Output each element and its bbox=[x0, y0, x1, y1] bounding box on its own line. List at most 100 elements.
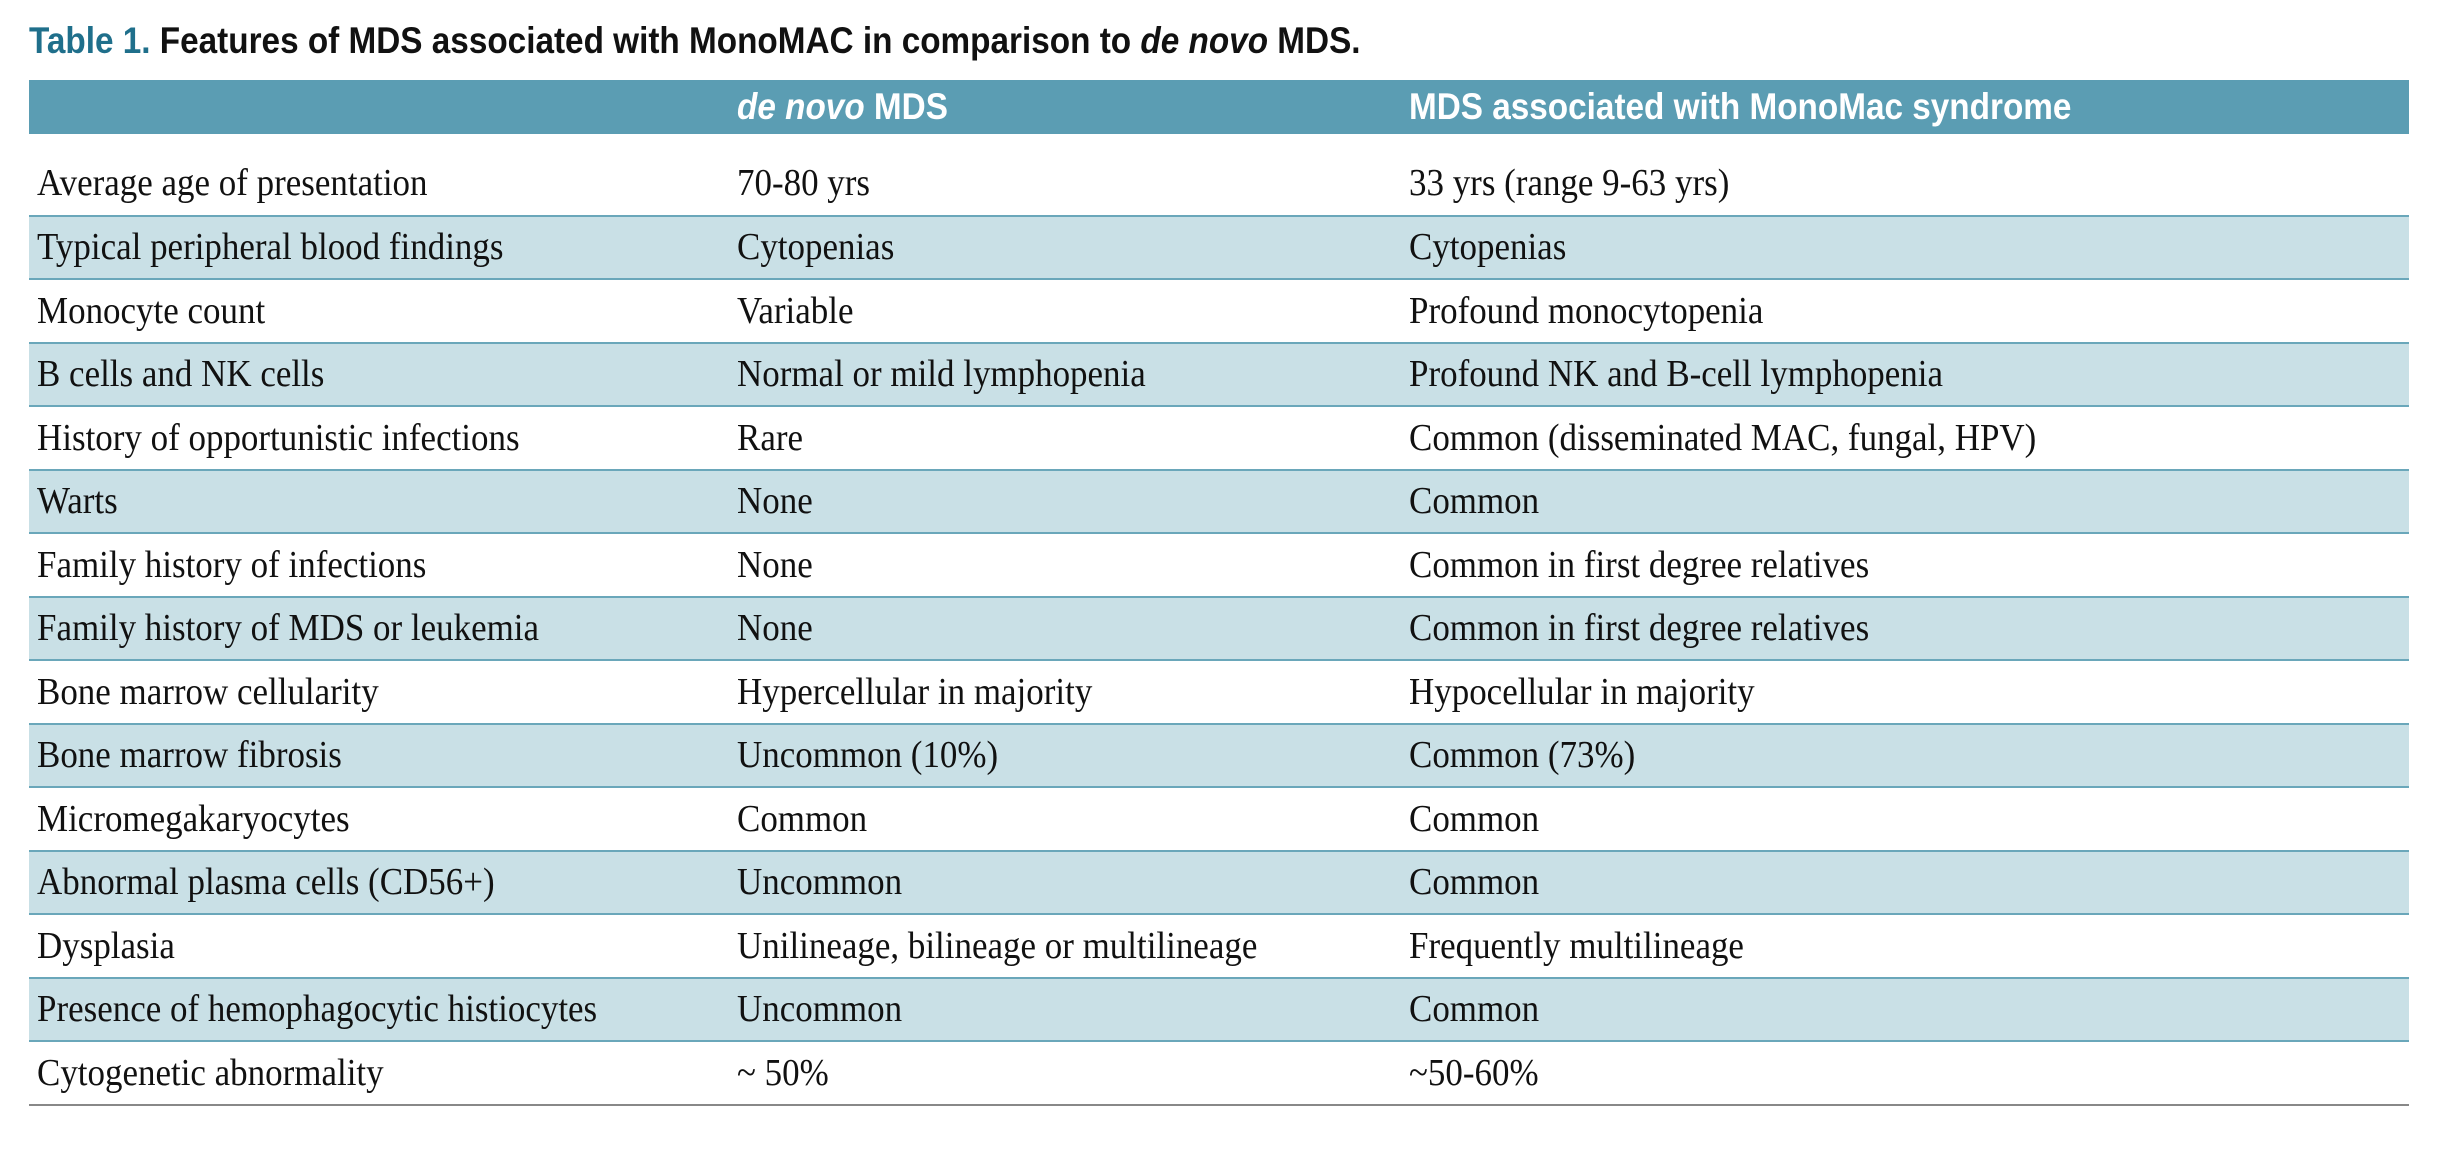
cell-monomac-text: Common bbox=[1409, 480, 1540, 523]
cell-monomac: Profound NK and B-cell lymphopenia bbox=[1401, 342, 2409, 407]
cell-de-novo-text: Common bbox=[737, 797, 868, 840]
cell-monomac: 33 yrs (range 9-63 yrs) bbox=[1401, 152, 2409, 217]
table-caption: Table 1. Features of MDS associated with… bbox=[29, 10, 2171, 72]
cell-de-novo: None bbox=[729, 469, 1401, 534]
cell-monomac: Cytopenias bbox=[1401, 215, 2409, 280]
caption-label: Table 1. bbox=[29, 20, 151, 61]
cell-de-novo: Normal or mild lymphopenia bbox=[729, 342, 1401, 407]
table-figure: Table 1. Features of MDS associated with… bbox=[29, 10, 2409, 1106]
cell-monomac-text: Common in first degree relatives bbox=[1409, 607, 1870, 650]
cell-de-novo-text: Rare bbox=[737, 416, 803, 459]
cell-de-novo-text: None bbox=[737, 480, 813, 523]
cell-monomac-text: ~50-60% bbox=[1409, 1051, 1539, 1094]
cell-monomac-text: Hypocellular in majority bbox=[1409, 670, 1755, 713]
table-row: Dysplasia Unilineage, bilineage or multil… bbox=[29, 914, 2409, 979]
table-row: Abnormal plasma cells (CD56+) Uncommon Com… bbox=[29, 850, 2409, 915]
cell-monomac: Common (73%) bbox=[1401, 723, 2409, 788]
cell-feature: Micromegakaryocytes bbox=[29, 787, 729, 852]
cell-feature: Monocyte count bbox=[29, 279, 729, 344]
column-header-de-novo-italic: de novo bbox=[737, 86, 865, 127]
cell-de-novo-text: Normal or mild lymphopenia bbox=[737, 353, 1146, 396]
cell-de-novo: Unilineage, bilineage or multilineage bbox=[729, 914, 1401, 979]
cell-de-novo: Hypercellular in majority bbox=[729, 660, 1401, 725]
cell-feature: Bone marrow cellularity bbox=[29, 660, 729, 725]
cell-feature-text: Bone marrow cellularity bbox=[37, 670, 379, 713]
cell-de-novo: Cytopenias bbox=[729, 215, 1401, 280]
cell-feature: Typical peripheral blood findings bbox=[29, 215, 729, 280]
cell-de-novo-text: Variable bbox=[737, 289, 854, 332]
cell-feature-text: Cytogenetic abnormality bbox=[37, 1051, 384, 1094]
table-row: Warts None Common bbox=[29, 469, 2409, 534]
cell-de-novo-text: None bbox=[737, 543, 813, 586]
table-row: Presence of hemophagocytic histiocytes Un… bbox=[29, 977, 2409, 1042]
cell-de-novo: ~ 50% bbox=[729, 1041, 1401, 1106]
cell-feature-text: Abnormal plasma cells (CD56+) bbox=[37, 861, 495, 904]
caption-italic-text: de novo bbox=[1140, 20, 1269, 61]
cell-feature: Presence of hemophagocytic histiocytes bbox=[29, 977, 729, 1042]
cell-feature-text: Family history of infections bbox=[37, 543, 427, 586]
table-row: Typical peripheral blood findings Cytopen… bbox=[29, 215, 2409, 280]
cell-de-novo-text: 70-80 yrs bbox=[737, 162, 871, 205]
cell-de-novo: Variable bbox=[729, 279, 1401, 344]
cell-feature-text: Monocyte count bbox=[37, 289, 266, 332]
cell-monomac: ~50-60% bbox=[1401, 1041, 2409, 1106]
column-header-monomac: MDS associated with MonoMac syndrome bbox=[1401, 80, 2409, 134]
cell-feature: Family history of MDS or leukemia bbox=[29, 596, 729, 661]
column-header-de-novo-text: MDS bbox=[873, 86, 948, 127]
cell-monomac-text: Common in first degree relatives bbox=[1409, 543, 1870, 586]
cell-de-novo-text: Unilineage, bilineage or multilineage bbox=[737, 924, 1258, 967]
cell-monomac: Profound monocytopenia bbox=[1401, 279, 2409, 344]
caption-text: Features of MDS associated with MonoMAC … bbox=[159, 20, 1132, 61]
table-row: Micromegakaryocytes Common Common bbox=[29, 787, 2409, 852]
cell-de-novo-text: Uncommon bbox=[737, 861, 903, 904]
cell-de-novo: None bbox=[729, 596, 1401, 661]
cell-feature: Abnormal plasma cells (CD56+) bbox=[29, 850, 729, 915]
column-header-monomac-text: MDS associated with MonoMac syndrome bbox=[1409, 86, 2072, 127]
cell-monomac: Common bbox=[1401, 850, 2409, 915]
cell-feature: Average age of presentation bbox=[29, 152, 729, 217]
table-row: Monocyte count Variable Profound monocytop… bbox=[29, 279, 2409, 344]
cell-monomac-text: 33 yrs (range 9-63 yrs) bbox=[1409, 162, 1730, 205]
cell-monomac: Common bbox=[1401, 787, 2409, 852]
cell-monomac: Common (disseminated MAC, fungal, HPV) bbox=[1401, 406, 2409, 471]
cell-monomac-text: Profound NK and B-cell lymphopenia bbox=[1409, 353, 1944, 396]
cell-feature-text: Presence of hemophagocytic histiocytes bbox=[37, 988, 598, 1031]
cell-feature-text: History of opportunistic infections bbox=[37, 416, 520, 459]
cell-feature: Warts bbox=[29, 469, 729, 534]
cell-de-novo: Uncommon bbox=[729, 977, 1401, 1042]
cell-feature: Dysplasia bbox=[29, 914, 729, 979]
table-row: Cytogenetic abnormality ~ 50% ~50-60% bbox=[29, 1041, 2409, 1106]
table-row: Family history of infections None Common i… bbox=[29, 533, 2409, 598]
cell-feature: Family history of infections bbox=[29, 533, 729, 598]
cell-monomac-text: Common (73%) bbox=[1409, 734, 1636, 777]
table-row: Bone marrow cellularity Hypercellular in … bbox=[29, 660, 2409, 725]
cell-de-novo-text: None bbox=[737, 607, 813, 650]
cell-monomac-text: Profound monocytopenia bbox=[1409, 289, 1764, 332]
cell-monomac-text: Common bbox=[1409, 797, 1540, 840]
table-row: B cells and NK cells Normal or mild lymph… bbox=[29, 342, 2409, 407]
table-row: History of opportunistic infections Rare C… bbox=[29, 406, 2409, 471]
table-row: Average age of presentation 70-80 yrs 33 y… bbox=[29, 152, 2409, 217]
cell-feature-text: Dysplasia bbox=[37, 924, 175, 967]
cell-de-novo-text: ~ 50% bbox=[737, 1051, 829, 1094]
caption-text-end: MDS. bbox=[1277, 20, 1361, 61]
cell-monomac-text: Common bbox=[1409, 861, 1540, 904]
cell-de-novo: Rare bbox=[729, 406, 1401, 471]
cell-de-novo-text: Cytopenias bbox=[737, 226, 895, 269]
table-row: Bone marrow fibrosis Uncommon (10%) Common… bbox=[29, 723, 2409, 788]
cell-monomac: Hypocellular in majority bbox=[1401, 660, 2409, 725]
cell-de-novo-text: Uncommon bbox=[737, 988, 903, 1031]
cell-feature: B cells and NK cells bbox=[29, 342, 729, 407]
cell-de-novo-text: Uncommon (10%) bbox=[737, 734, 999, 777]
cell-feature-text: Family history of MDS or leukemia bbox=[37, 607, 540, 650]
cell-monomac-text: Common (disseminated MAC, fungal, HPV) bbox=[1409, 416, 2037, 459]
comparison-table: de novo MDS MDS associated with MonoMac … bbox=[29, 80, 2409, 1106]
cell-feature-text: Bone marrow fibrosis bbox=[37, 734, 342, 777]
cell-monomac-text: Frequently multilineage bbox=[1409, 924, 1744, 967]
cell-monomac: Common in first degree relatives bbox=[1401, 596, 2409, 661]
cell-de-novo: Common bbox=[729, 787, 1401, 852]
column-header-feature bbox=[29, 80, 729, 134]
cell-de-novo: None bbox=[729, 533, 1401, 598]
cell-monomac: Common bbox=[1401, 469, 2409, 534]
cell-feature-text: Micromegakaryocytes bbox=[37, 797, 350, 840]
